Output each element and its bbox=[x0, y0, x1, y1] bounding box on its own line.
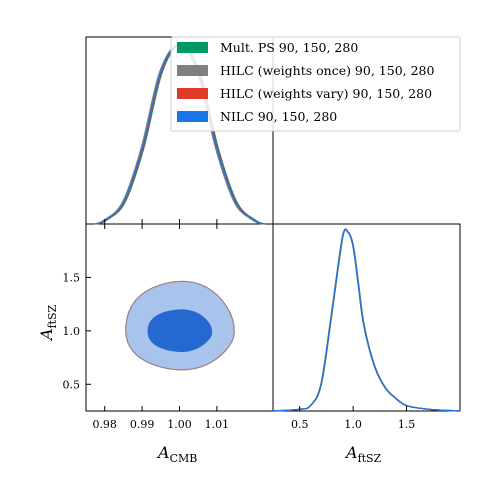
tick-label-aftsz-x-0: 0.5 bbox=[291, 418, 309, 431]
tick-label-acmb-2: 1.00 bbox=[167, 418, 192, 431]
contour-68 bbox=[147, 309, 213, 352]
tick-label-acmb-1: 0.99 bbox=[130, 418, 155, 431]
aftsz-symbol-x: A bbox=[344, 443, 358, 462]
legend-label-nilc: NILC 90, 150, 280 bbox=[220, 109, 337, 124]
legend: Mult. PS 90, 150, 280 HILC (weights once… bbox=[170, 36, 461, 132]
acmb-subscript: CMB bbox=[170, 452, 198, 465]
marginal-aftsz-3 bbox=[272, 228, 461, 412]
legend-label-mult-ps: Mult. PS 90, 150, 280 bbox=[220, 40, 358, 55]
tick-label-acmb-0: 0.98 bbox=[92, 418, 117, 431]
tick-label-aftsz-y-0: 0.5 bbox=[63, 378, 81, 391]
tick-label-aftsz-x-2: 1.5 bbox=[398, 418, 416, 431]
panel-marginal-aftsz bbox=[272, 223, 461, 412]
marginal-aftsz-1 bbox=[272, 228, 460, 412]
aftsz-subscript-y: ftSZ bbox=[46, 304, 59, 328]
tick-label-aftsz-x-1: 1.0 bbox=[344, 418, 362, 431]
marginal-aftsz-2 bbox=[273, 228, 461, 412]
tick-label-aftsz-y-2: 1.5 bbox=[63, 271, 81, 284]
contour-95-outline bbox=[125, 280, 235, 371]
aftsz-subscript-x: ftSZ bbox=[358, 452, 382, 465]
aftsz-symbol-y: A bbox=[37, 328, 56, 342]
legend-box bbox=[170, 36, 461, 132]
legend-swatch-hilc-vary bbox=[177, 88, 208, 99]
marginal-aftsz-0 bbox=[273, 228, 461, 412]
tick-label-acmb-3: 1.01 bbox=[205, 418, 230, 431]
tick-group: 0.98 0.99 1.00 1.01 0.5 0.5 1.0 1.0 1.5 1.5 bbox=[63, 219, 416, 431]
contour-group bbox=[125, 280, 235, 371]
x-axis-label-acmb: ACMB bbox=[156, 443, 197, 465]
legend-swatch-mult-ps bbox=[177, 42, 208, 53]
legend-label-hilc-vary: HILC (weights vary) 90, 150, 280 bbox=[220, 86, 432, 101]
legend-swatch-hilc-once bbox=[177, 65, 208, 76]
tick-label-aftsz-y-1: 1.0 bbox=[63, 325, 81, 338]
x-axis-label-aftsz: AftSZ bbox=[344, 443, 382, 465]
legend-label-hilc-once: HILC (weights once) 90, 150, 280 bbox=[220, 63, 435, 78]
legend-swatch-nilc bbox=[177, 111, 208, 122]
marginal-aftsz-curves bbox=[272, 228, 461, 412]
y-axis-label-aftsz: AftSZ bbox=[37, 304, 59, 342]
acmb-symbol: A bbox=[156, 443, 170, 462]
